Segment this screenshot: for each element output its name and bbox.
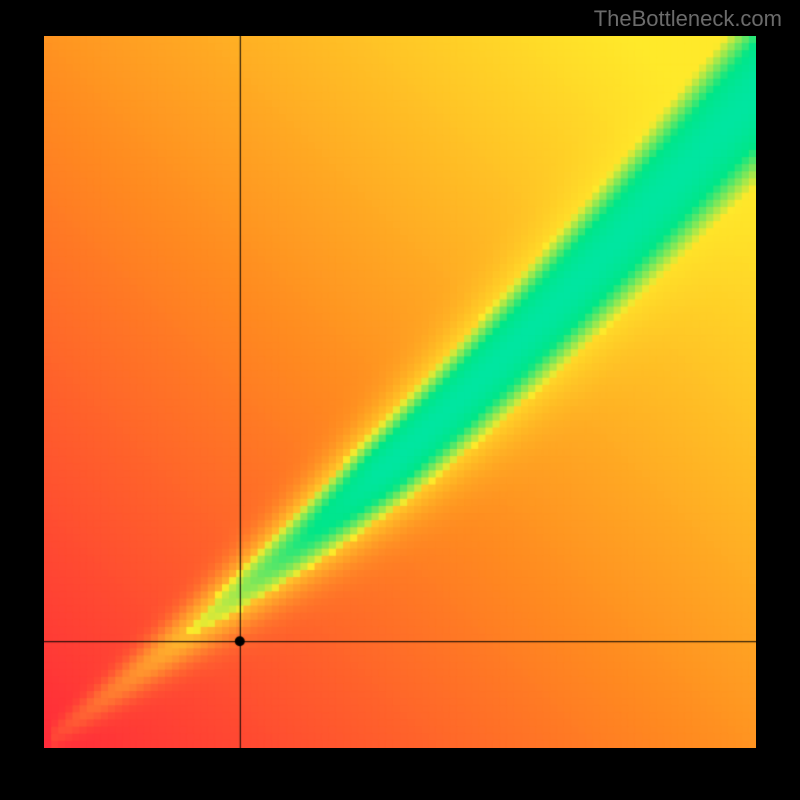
chart-container: TheBottleneck.com <box>0 0 800 800</box>
heatmap-canvas <box>44 36 756 748</box>
watermark-text: TheBottleneck.com <box>594 6 782 32</box>
heatmap-plot <box>44 36 756 748</box>
